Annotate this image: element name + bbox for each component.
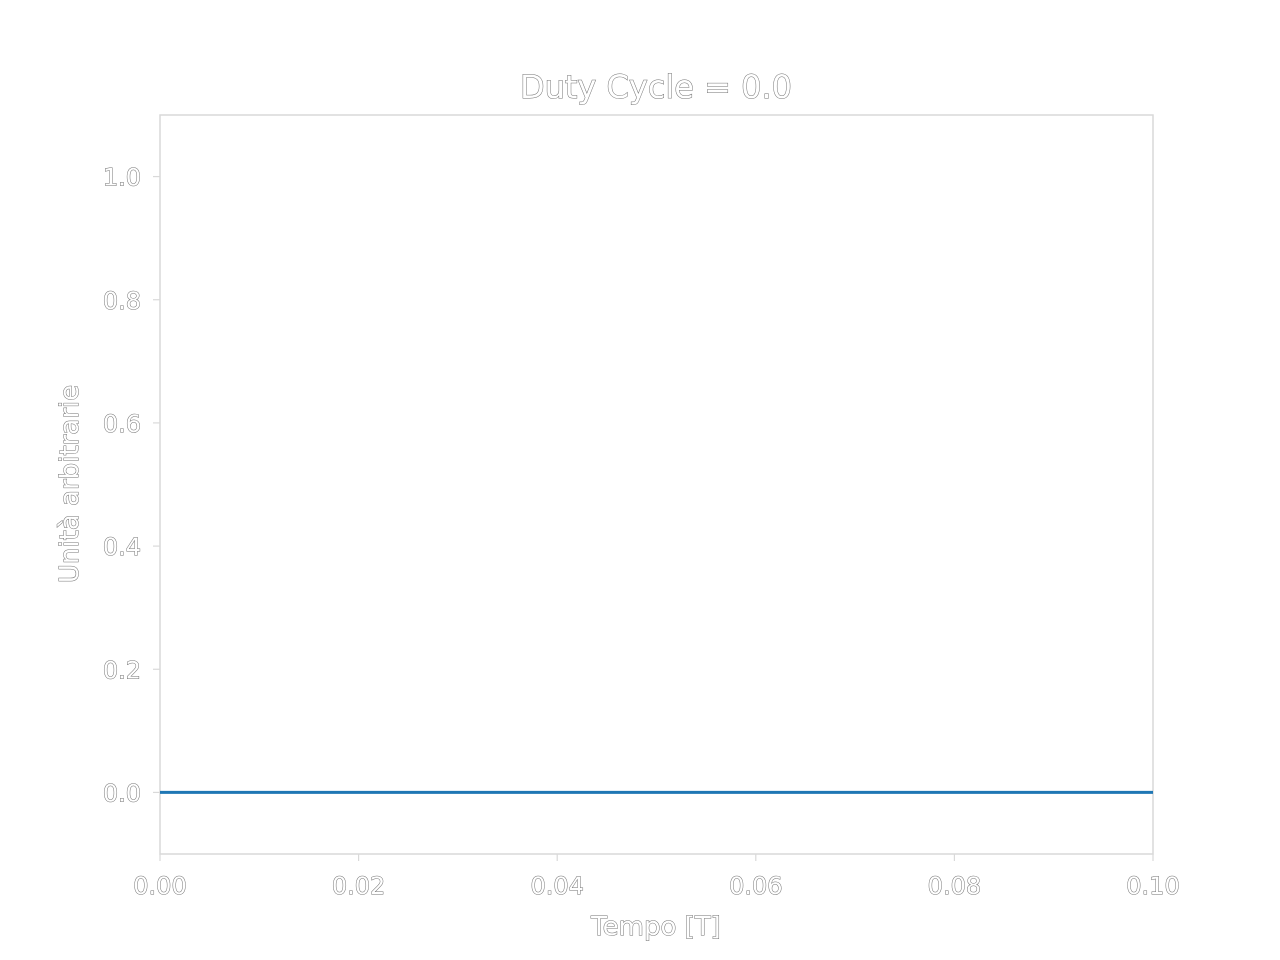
y-tick-label: 0.4	[103, 533, 141, 561]
chart-title: Duty Cycle = 0.0	[520, 68, 792, 106]
y-tick-label: 0.8	[103, 287, 141, 315]
x-tick-label: 0.10	[1126, 872, 1179, 900]
y-tick-label: 0.2	[103, 656, 141, 684]
y-tick-label: 1.0	[103, 164, 141, 192]
x-tick-label: 0.04	[530, 872, 583, 900]
x-axis-label: Tempo [T]	[590, 912, 721, 942]
x-tick-label: 0.08	[928, 872, 981, 900]
y-tick-label: 0.6	[103, 410, 141, 438]
y-tick-label: 0.0	[103, 779, 141, 807]
x-tick-label: 0.00	[133, 872, 186, 900]
x-tick-label: 0.02	[332, 872, 385, 900]
x-tick-label: 0.06	[729, 872, 782, 900]
y-axis-label: Unità arbitrarie	[55, 385, 85, 583]
